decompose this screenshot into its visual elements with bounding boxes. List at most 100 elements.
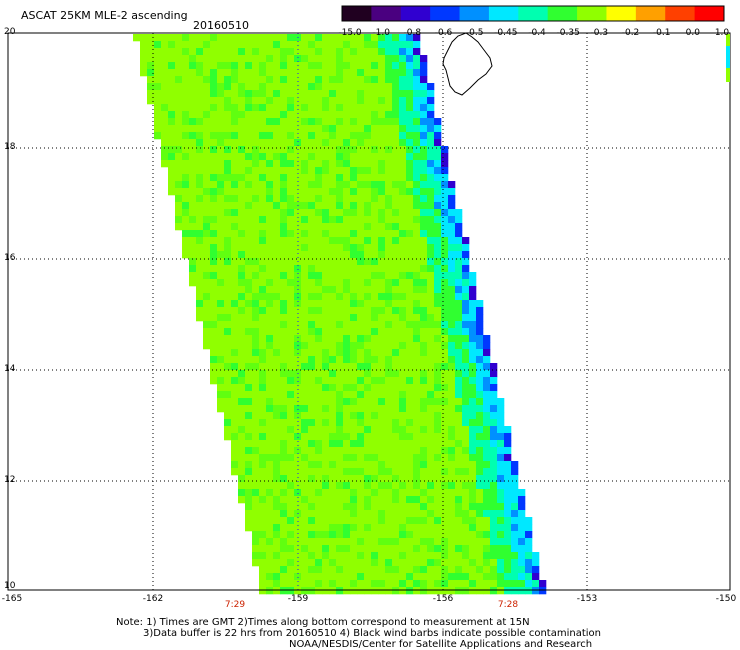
swath-cell: [385, 230, 393, 238]
swath-cell: [189, 132, 197, 140]
swath-cell: [161, 160, 169, 168]
swath-cell: [245, 174, 253, 182]
swath-cell: [371, 419, 379, 427]
swath-cell: [385, 412, 393, 420]
swath-cell: [462, 538, 470, 546]
swath-cell: [357, 363, 365, 371]
swath-cell: [196, 181, 204, 189]
swath-cell: [273, 580, 281, 588]
swath-cell: [455, 573, 463, 581]
swath-cell: [294, 279, 302, 287]
swath-cell: [224, 251, 232, 259]
swath-cell: [378, 552, 386, 560]
swath-cell: [476, 517, 484, 525]
swath-cell: [322, 377, 330, 385]
swath-cell: [357, 230, 365, 238]
swath-cell: [434, 559, 442, 567]
swath-cell: [294, 181, 302, 189]
swath-cell: [322, 510, 330, 518]
swath-cell: [322, 468, 330, 476]
swath-cell: [329, 258, 337, 266]
swath-cell: [308, 251, 316, 259]
swath-cell: [196, 265, 204, 273]
swath-cell: [343, 195, 351, 203]
swath-cell: [427, 531, 435, 539]
swath-cell: [147, 62, 155, 70]
swath-cell: [392, 209, 400, 217]
swath-cell: [455, 286, 463, 294]
swath-cell: [462, 510, 470, 518]
swath-cell: [301, 293, 309, 301]
swath-cell: [441, 265, 449, 273]
swath-cell: [399, 517, 407, 525]
swath-cell: [336, 573, 344, 581]
swath-cell: [392, 573, 400, 581]
swath-cell: [280, 517, 288, 525]
swath-cell: [371, 237, 379, 245]
swath-cell: [161, 125, 169, 133]
swath-cell: [385, 195, 393, 203]
swath-cell: [413, 461, 421, 469]
swath-cell: [315, 447, 323, 455]
swath-cell: [385, 244, 393, 252]
swath-cell: [343, 76, 351, 84]
swath-cell: [217, 139, 225, 147]
swath-cell: [217, 307, 225, 315]
swath-cell: [427, 538, 435, 546]
colorbar-label: -0.5: [465, 28, 484, 38]
swath-cell: [420, 566, 428, 574]
swath-cell: [483, 587, 491, 595]
swath-cell: [287, 342, 295, 350]
swath-cell: [273, 503, 281, 511]
swath-cell: [427, 132, 435, 140]
swath-cell: [518, 545, 526, 553]
swath-cell: [231, 83, 239, 91]
swath-cell: [357, 426, 365, 434]
swath-cell: [273, 286, 281, 294]
swath-cell: [406, 244, 414, 252]
swath-cell: [441, 559, 449, 567]
swath-cell: [315, 188, 323, 196]
swath-cell: [336, 307, 344, 315]
swath-cell: [252, 377, 260, 385]
swath-cell: [252, 454, 260, 462]
swath-cell: [343, 167, 351, 175]
swath-cell: [511, 489, 519, 497]
swath-cell: [385, 216, 393, 224]
swath-cell: [329, 167, 337, 175]
swath-cell: [266, 69, 274, 77]
swath-cell: [385, 328, 393, 336]
swath-cell: [413, 174, 421, 182]
swath-cell: [315, 363, 323, 371]
swath-cell: [308, 447, 316, 455]
swath-cell: [420, 62, 428, 70]
swath-cell: [511, 482, 519, 490]
swath-cell: [434, 405, 442, 413]
swath-cell: [322, 482, 330, 490]
swath-cell: [427, 503, 435, 511]
swath-cell: [266, 384, 274, 392]
swath-cell: [287, 454, 295, 462]
swath-cell: [175, 160, 183, 168]
swath-cell: [511, 587, 519, 595]
swath-cell: [322, 174, 330, 182]
swath-cell: [336, 153, 344, 161]
swath-cell: [392, 279, 400, 287]
swath-cell: [252, 90, 260, 98]
swath-cell: [273, 265, 281, 273]
swath-cell: [357, 398, 365, 406]
swath-cell: [392, 160, 400, 168]
swath-cell: [497, 517, 505, 525]
swath-cell: [273, 139, 281, 147]
swath-cell: [413, 216, 421, 224]
swath-cell: [329, 517, 337, 525]
swath-cell: [273, 342, 281, 350]
swath-cell: [350, 342, 358, 350]
swath-cell: [336, 146, 344, 154]
swath-cell: [273, 454, 281, 462]
swath-cell: [294, 223, 302, 231]
swath-cell: [294, 328, 302, 336]
swath-cell: [322, 524, 330, 532]
swath-cell: [252, 531, 260, 539]
swath-cell: [238, 153, 246, 161]
